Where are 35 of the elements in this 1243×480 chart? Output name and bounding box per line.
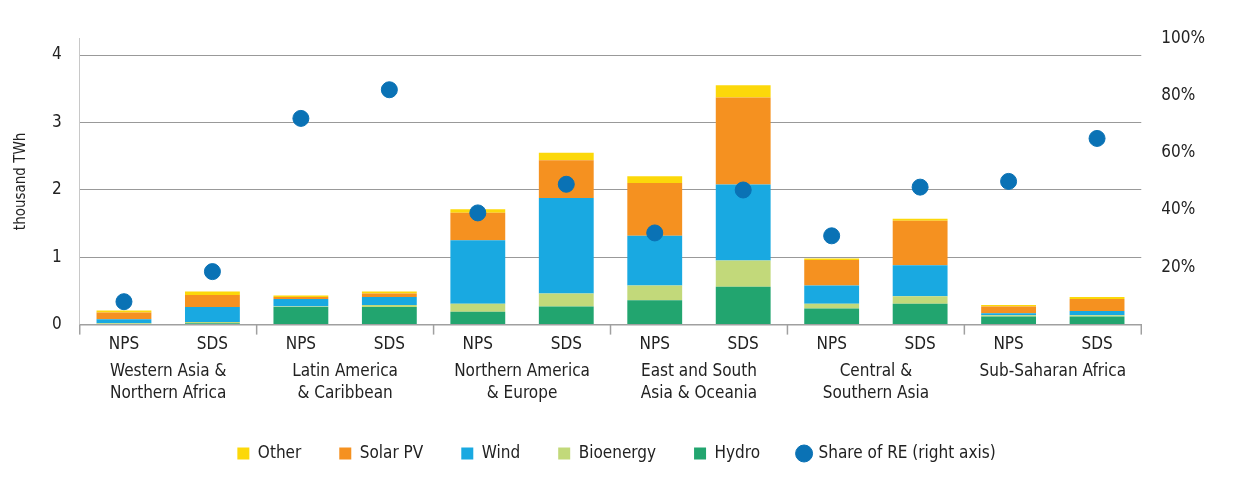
- x-tick-label: NPS: [816, 333, 847, 354]
- y-tick-label: 2: [51, 178, 62, 199]
- y2-tick-label: 20%: [1161, 255, 1196, 276]
- y2-tick-label: 60%: [1161, 141, 1196, 162]
- legend-label: Solar PV: [359, 441, 424, 462]
- x-tick-label: SDS: [196, 333, 229, 354]
- text: Central & Southern Asia: [822, 359, 930, 402]
- text: Latin America & Caribbean: [292, 359, 399, 402]
- text: Sub-Saharan Africa: [979, 359, 1127, 380]
- y2-tick-label: 80%: [1161, 83, 1196, 104]
- x-tick-label: SDS: [904, 333, 936, 354]
- legend-label: Bioenergy: [578, 441, 657, 462]
- legend-label: Other: [257, 441, 302, 462]
- x-tick-label: NPS: [993, 333, 1024, 354]
- y-tick-label: 4: [51, 43, 62, 64]
- x-tick-label: NPS: [108, 333, 140, 354]
- y2-tick-label: 100%: [1161, 26, 1206, 47]
- y-tick-label: 1: [51, 245, 62, 266]
- y-tick-label: 3: [51, 110, 62, 131]
- y-tick-label: 0: [51, 313, 62, 334]
- legend-label: Hydro: [714, 441, 761, 462]
- x-tick-label: SDS: [727, 333, 759, 354]
- x-tick-label: SDS: [1081, 333, 1113, 354]
- y-axis-title: thousand TWh: [10, 132, 29, 231]
- x-tick-label: NPS: [639, 333, 670, 354]
- text: East and South Asia & Oceania: [640, 359, 758, 402]
- legend-label: Wind: [481, 441, 521, 462]
- y2-tick-label: 40%: [1161, 198, 1196, 219]
- text: Northern America & Europe: [454, 359, 590, 402]
- text: Western Asia & Northern Africa: [110, 359, 227, 402]
- legend-label: Share of RE (right axis): [818, 441, 996, 462]
- x-tick-label: NPS: [462, 333, 493, 354]
- x-tick-label: NPS: [285, 333, 317, 354]
- x-tick-label: SDS: [550, 333, 582, 354]
- x-tick-label: SDS: [373, 333, 405, 354]
